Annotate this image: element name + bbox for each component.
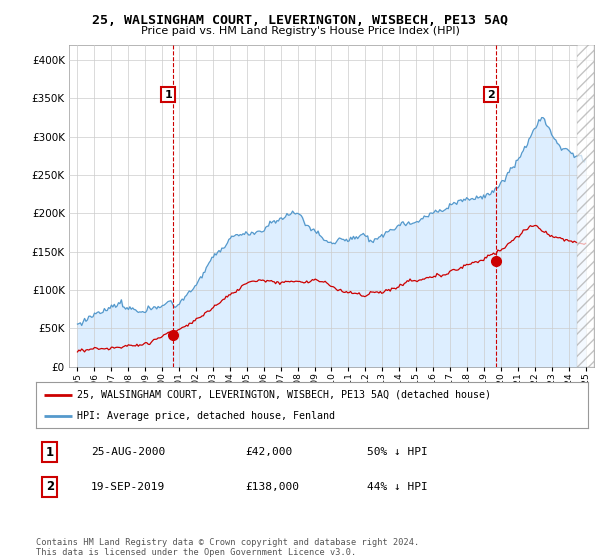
Text: HPI: Average price, detached house, Fenland: HPI: Average price, detached house, Fenl… <box>77 411 335 421</box>
Text: 2: 2 <box>46 480 54 493</box>
Text: 2: 2 <box>487 90 495 100</box>
Text: 25-AUG-2000: 25-AUG-2000 <box>91 447 166 457</box>
Text: 25, WALSINGHAM COURT, LEVERINGTON, WISBECH, PE13 5AQ: 25, WALSINGHAM COURT, LEVERINGTON, WISBE… <box>92 14 508 27</box>
Text: Price paid vs. HM Land Registry's House Price Index (HPI): Price paid vs. HM Land Registry's House … <box>140 26 460 36</box>
Text: Contains HM Land Registry data © Crown copyright and database right 2024.
This d: Contains HM Land Registry data © Crown c… <box>36 538 419 557</box>
Text: 1: 1 <box>46 446 54 459</box>
Text: 25, WALSINGHAM COURT, LEVERINGTON, WISBECH, PE13 5AQ (detached house): 25, WALSINGHAM COURT, LEVERINGTON, WISBE… <box>77 390 491 400</box>
Text: £138,000: £138,000 <box>246 482 300 492</box>
Text: 19-SEP-2019: 19-SEP-2019 <box>91 482 166 492</box>
Text: 1: 1 <box>164 90 172 100</box>
Text: £42,000: £42,000 <box>246 447 293 457</box>
Text: 50% ↓ HPI: 50% ↓ HPI <box>367 447 428 457</box>
Text: 44% ↓ HPI: 44% ↓ HPI <box>367 482 428 492</box>
